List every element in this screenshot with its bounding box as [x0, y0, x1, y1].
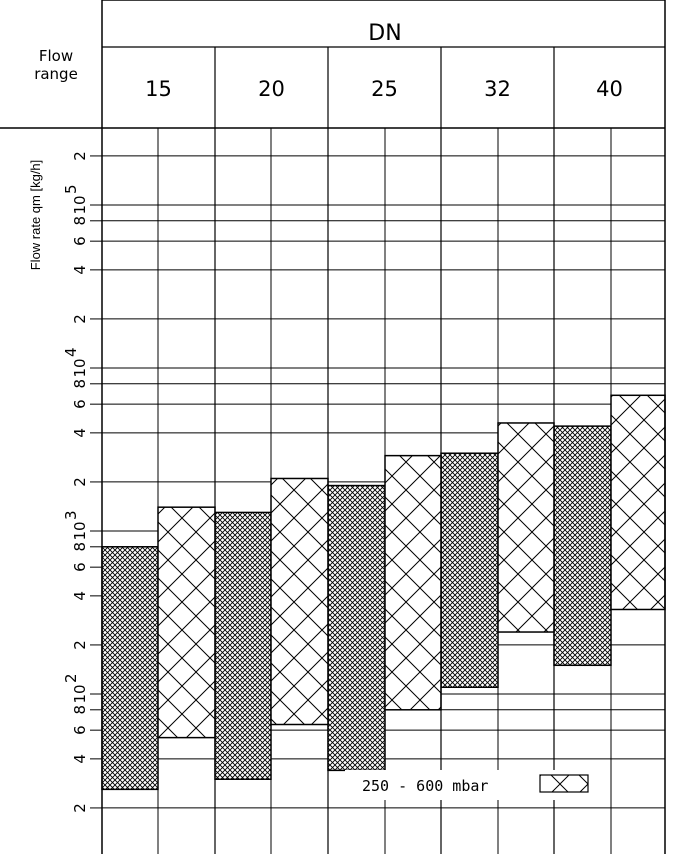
y-tick-exponent: 2 — [62, 673, 80, 683]
y-tick-text: 8 — [71, 379, 89, 389]
dn-label-15: 15 — [145, 77, 172, 101]
y-tick-label: 2 — [71, 151, 89, 161]
range-bar-dense-dn25 — [327, 484, 386, 772]
corner-label-range: range — [34, 65, 78, 83]
y-tick-text: 8 — [71, 542, 89, 552]
y-tick-text: 2 — [71, 640, 89, 650]
y-tick-text: 4 — [71, 591, 89, 601]
range-bar-open-dn25 — [384, 454, 442, 711]
y-tick-label: 2 — [71, 314, 89, 324]
y-tick-text: 10 — [71, 358, 89, 377]
y-tick-text: 2 — [71, 151, 89, 161]
y-tick-label: 4 — [71, 754, 89, 764]
y-tick-label: 6 — [71, 399, 89, 409]
dn-label-32: 32 — [484, 77, 511, 101]
y-tick-label: 4 — [71, 265, 89, 275]
y-tick-text: 10 — [71, 195, 89, 214]
y-tick-label: 105 — [62, 184, 89, 214]
y-tick-label: 4 — [71, 591, 89, 601]
range-bar-open-dn20 — [270, 477, 329, 726]
y-tick-text: 6 — [71, 236, 89, 246]
dn-label-25: 25 — [371, 77, 398, 101]
dn-label-40: 40 — [596, 77, 623, 101]
y-tick-exponent: 4 — [62, 347, 80, 357]
y-tick-text: 6 — [71, 399, 89, 409]
y-tick-label: 6 — [71, 725, 89, 735]
y-tick-text: 10 — [71, 521, 89, 540]
y-tick-label: 8 — [71, 379, 89, 389]
legend: 250 - 600 mbar — [345, 770, 600, 800]
y-tick-text: 6 — [71, 562, 89, 572]
y-tick-exponent: 5 — [62, 184, 80, 194]
y-axis-label: Flow rate qm [kg/h] — [28, 160, 43, 271]
range-bar-open-dn15 — [157, 506, 216, 739]
y-tick-text: 10 — [71, 684, 89, 703]
y-tick-text: 8 — [71, 216, 89, 226]
dn-header: DN — [368, 21, 401, 46]
bars — [101, 394, 666, 791]
y-tick-label: 2 — [71, 477, 89, 487]
y-tick-label: 8 — [71, 705, 89, 715]
y-tick-text: 4 — [71, 265, 89, 275]
dn-labels: 15 20 25 32 40 — [145, 77, 623, 101]
y-tick-text: 2 — [71, 803, 89, 813]
legend-swatch — [539, 774, 589, 793]
header: Flow range DN 15 20 25 32 40 — [34, 21, 623, 101]
y-tick-text: 4 — [71, 428, 89, 438]
range-bar-dense-dn40 — [553, 425, 612, 667]
y-tick-exponent: 3 — [62, 510, 80, 520]
range-bar-dense-dn32 — [440, 452, 499, 689]
y-tick-label: 2 — [71, 803, 89, 813]
y-tick-text: 4 — [71, 754, 89, 764]
range-bar-dense-dn20 — [214, 511, 272, 780]
y-tick-text: 6 — [71, 725, 89, 735]
y-tick-label: 6 — [71, 236, 89, 246]
corner-label-flow: Flow — [39, 47, 73, 65]
range-bar-dense-dn15 — [101, 546, 159, 791]
legend-label: 250 - 600 mbar — [362, 777, 488, 795]
y-tick-label: 2 — [71, 640, 89, 650]
y-tick-label: 8 — [71, 542, 89, 552]
y-tick-text: 2 — [71, 314, 89, 324]
vertical-lines — [157, 47, 612, 854]
y-tick-text: 8 — [71, 705, 89, 715]
y-tick-label: 103 — [62, 510, 89, 540]
y-tick-label: 6 — [71, 562, 89, 572]
y-tick-label: 4 — [71, 428, 89, 438]
y-tick-label: 102 — [62, 673, 89, 703]
y-tick-label: 8 — [71, 216, 89, 226]
range-bar-open-dn32 — [497, 422, 555, 633]
y-tick-label: 104 — [62, 347, 89, 377]
y-tick-text: 2 — [71, 477, 89, 487]
range-bar-open-dn40 — [610, 394, 666, 611]
dn-label-20: 20 — [258, 77, 285, 101]
